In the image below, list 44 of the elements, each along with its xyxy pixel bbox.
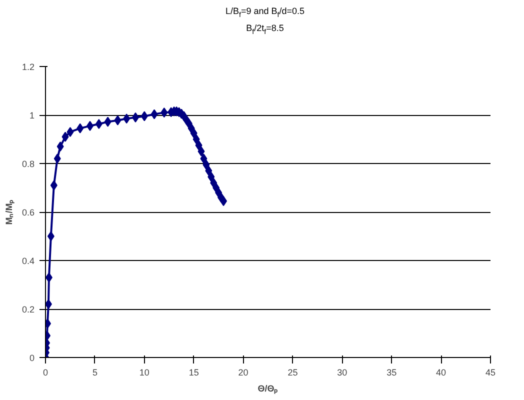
point bbox=[104, 116, 112, 127]
x-tick-label: 0 bbox=[42, 368, 48, 378]
point bbox=[190, 128, 198, 138]
point bbox=[50, 180, 58, 190]
x-tick-label: 10 bbox=[139, 368, 150, 378]
point bbox=[200, 154, 208, 164]
y-tick-label: 1 bbox=[29, 110, 35, 120]
point bbox=[198, 146, 205, 156]
y-tick-label: 0 bbox=[29, 353, 35, 363]
y-tick-label: 0.2 bbox=[22, 304, 35, 314]
point bbox=[208, 172, 215, 182]
point bbox=[192, 134, 200, 144]
x-axis-title: Θ/Θₚ bbox=[258, 384, 278, 394]
point bbox=[123, 114, 130, 124]
point bbox=[62, 132, 69, 142]
x-tick-label: 25 bbox=[288, 368, 298, 378]
x-tick-label: 20 bbox=[238, 368, 248, 378]
point bbox=[160, 108, 168, 118]
point bbox=[66, 126, 74, 137]
point bbox=[54, 154, 61, 164]
y-tick-label: 0.4 bbox=[22, 256, 35, 266]
point bbox=[202, 160, 210, 170]
x-tick-label: 15 bbox=[188, 368, 199, 378]
chart-subtitle: B$_{f}$/2t$_{f}$=8.5 bbox=[246, 22, 284, 36]
point bbox=[56, 142, 64, 152]
y-tick-label: 1.2 bbox=[22, 62, 35, 72]
point bbox=[140, 111, 148, 122]
point bbox=[205, 166, 212, 176]
x-tick-label: 35 bbox=[386, 368, 397, 378]
x-tick-label: 40 bbox=[436, 368, 446, 378]
point bbox=[47, 231, 54, 242]
point bbox=[114, 115, 122, 126]
point bbox=[76, 123, 84, 134]
x-tick-label: 45 bbox=[485, 368, 496, 378]
point bbox=[95, 118, 102, 129]
x-tick-label: 5 bbox=[92, 368, 98, 378]
x-tick-label: 30 bbox=[337, 368, 348, 378]
y-tick-label: 0.8 bbox=[22, 159, 35, 169]
point bbox=[195, 140, 202, 150]
chart-title: L/B$_{f}$=9 and B$_{f}$/d=0.5 bbox=[226, 6, 304, 19]
y-axis-title: Mₙ/Mₚ bbox=[4, 199, 15, 225]
point bbox=[150, 109, 158, 120]
y-tick-label: 0.6 bbox=[22, 208, 35, 218]
point bbox=[132, 112, 139, 122]
